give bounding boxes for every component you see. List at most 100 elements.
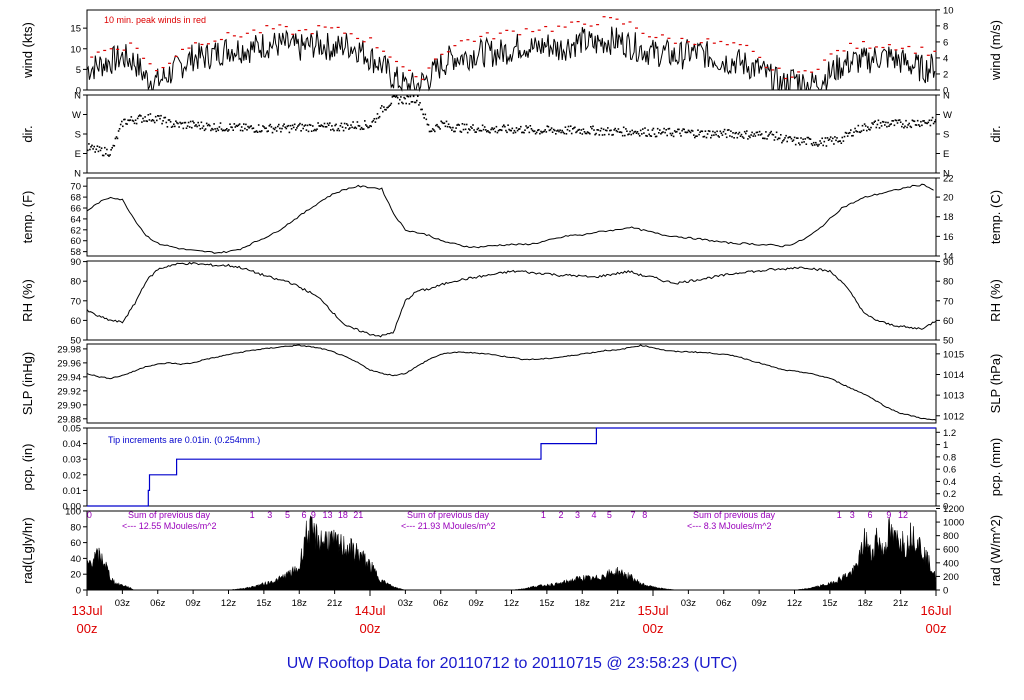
dir-point	[757, 134, 760, 136]
dir-point	[494, 130, 497, 133]
rad-cumulative-label: 0	[87, 510, 92, 520]
dir-point	[740, 133, 743, 136]
dir-point	[235, 124, 238, 127]
dir-point	[910, 126, 913, 129]
dir-point	[357, 124, 360, 127]
dir-point	[278, 123, 280, 126]
dir-point	[181, 122, 184, 124]
dir-point	[667, 128, 670, 130]
dir-point	[809, 138, 812, 140]
dir-point	[111, 147, 113, 149]
rh-right-tick-label: 50	[943, 336, 954, 347]
dir-point	[495, 125, 498, 128]
dir-point	[293, 123, 296, 126]
dir-point	[215, 130, 217, 133]
dir-point	[348, 128, 350, 130]
pcp-left-tick-label: 0.00	[63, 502, 82, 513]
dir-point	[440, 120, 442, 123]
dir-point	[426, 123, 429, 126]
pcp-right-tick-label: 0.2	[943, 489, 956, 500]
dir-point	[755, 131, 758, 134]
dir-point	[663, 127, 665, 130]
dir-point	[632, 132, 635, 135]
dir-point	[123, 118, 125, 121]
dir-point	[762, 137, 764, 140]
dir-point	[461, 123, 464, 125]
dir-point	[266, 130, 268, 133]
dir-point	[472, 124, 474, 126]
dir-point	[758, 130, 761, 133]
dir-point	[592, 125, 594, 128]
dir-point	[642, 128, 644, 130]
dir-point	[332, 128, 334, 131]
dir-point	[270, 126, 273, 128]
dir-point	[854, 127, 856, 130]
dir-point	[534, 132, 537, 135]
dir-point	[187, 121, 190, 124]
rad-cumulative-label: 2	[559, 510, 564, 520]
dir-point	[795, 137, 798, 139]
temp-right-tick-label: 20	[943, 193, 954, 204]
dir-point	[682, 128, 684, 130]
x-tick-label: 09z	[185, 598, 201, 609]
dir-right-tick-label: E	[943, 149, 949, 160]
dir-point	[347, 124, 349, 127]
temp-ylabel-right: temp. (C)	[988, 190, 1003, 244]
rad-cumulative-label: 7	[630, 510, 635, 520]
dir-point	[904, 125, 906, 128]
dir-point	[754, 135, 757, 137]
dir-point	[353, 127, 355, 129]
rad-cumulative-label: 1	[250, 510, 255, 520]
dir-point	[672, 135, 675, 138]
dir-point	[433, 129, 435, 131]
dir-point	[442, 122, 445, 125]
dir-point	[780, 134, 782, 136]
dir-point	[707, 130, 710, 132]
dir-point	[365, 124, 367, 126]
dir-point	[618, 131, 621, 133]
dir-point	[849, 131, 851, 134]
dir-point	[765, 131, 767, 133]
pcp-left-tick-label: 0.05	[63, 424, 82, 435]
dir-point	[413, 101, 416, 104]
dir-point	[427, 124, 430, 126]
dir-point	[658, 132, 660, 134]
dir-point	[857, 124, 860, 127]
dir-point	[846, 135, 849, 137]
dir-point	[517, 128, 520, 130]
temp-left-tick-label: 68	[70, 193, 81, 204]
dir-point	[394, 96, 397, 98]
dir-point	[595, 132, 597, 135]
dir-point	[879, 122, 882, 124]
dir-point	[814, 144, 816, 146]
dir-point	[920, 120, 922, 123]
dir-point	[122, 125, 124, 128]
dir-point	[112, 144, 115, 147]
dir-point	[362, 128, 365, 130]
dir-point	[693, 134, 695, 136]
dir-point	[201, 127, 204, 129]
dir-point	[109, 154, 111, 156]
dir-point	[501, 125, 504, 128]
dir-point	[776, 138, 779, 141]
dir-point	[670, 134, 673, 137]
dir-point	[649, 135, 652, 137]
dir-point	[441, 121, 444, 124]
dir-point	[827, 139, 830, 141]
dir-point	[240, 126, 243, 128]
dir-point	[688, 130, 691, 133]
dir-point	[118, 128, 121, 130]
dir-point	[133, 122, 136, 125]
dir-point	[760, 133, 763, 135]
slp-right-tick-label: 1014	[943, 370, 964, 381]
dir-point	[819, 140, 821, 142]
slp-left-tick-label: 29.92	[57, 386, 81, 397]
dir-point	[169, 121, 172, 123]
dir-point	[749, 136, 751, 139]
dir-point	[584, 132, 587, 135]
dir-point	[611, 134, 613, 136]
dir-point	[227, 130, 229, 132]
dir-point	[558, 130, 560, 133]
dir-point	[562, 131, 564, 134]
dir-point	[541, 131, 543, 134]
